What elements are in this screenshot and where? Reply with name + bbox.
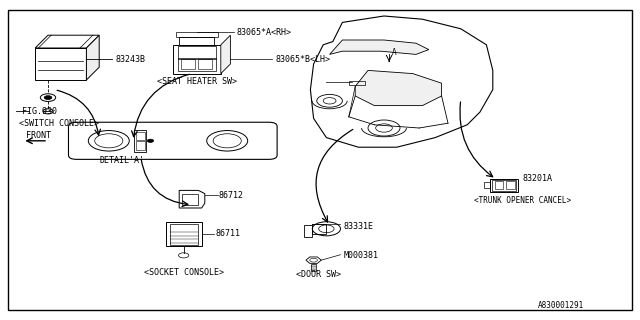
Bar	[198, 60, 212, 69]
Bar	[35, 48, 86, 80]
Bar	[136, 141, 145, 150]
Bar	[495, 181, 503, 189]
Text: DETAIL'A': DETAIL'A'	[99, 156, 144, 165]
Bar	[179, 37, 214, 45]
Bar	[136, 132, 145, 140]
Bar	[492, 180, 516, 191]
Bar	[182, 194, 198, 205]
Circle shape	[147, 139, 154, 142]
Text: <SOCKET CONSOLE>: <SOCKET CONSOLE>	[144, 268, 224, 277]
Bar	[178, 58, 216, 71]
Text: 83065*B<LH>: 83065*B<LH>	[275, 55, 330, 64]
Bar	[181, 60, 195, 69]
Text: 86712: 86712	[219, 191, 244, 200]
Bar	[176, 32, 218, 37]
Bar	[304, 225, 312, 237]
FancyBboxPatch shape	[68, 122, 277, 159]
Bar	[173, 45, 221, 74]
Bar	[349, 81, 365, 85]
Bar	[178, 46, 216, 59]
Text: <SWITCH CONSOLE>: <SWITCH CONSOLE>	[19, 119, 99, 128]
Text: FIG.930: FIG.930	[22, 107, 58, 116]
Text: M000381: M000381	[344, 252, 379, 260]
Text: 83065*A<RH>: 83065*A<RH>	[237, 28, 292, 36]
Bar	[312, 224, 326, 234]
Polygon shape	[330, 40, 429, 54]
Circle shape	[43, 109, 53, 114]
Polygon shape	[179, 190, 205, 208]
Circle shape	[179, 253, 189, 258]
Bar	[170, 224, 198, 245]
Circle shape	[44, 96, 52, 100]
Polygon shape	[355, 70, 442, 106]
Text: <SEAT HEATER SW>: <SEAT HEATER SW>	[157, 77, 237, 86]
Bar	[166, 222, 202, 246]
Bar	[506, 181, 515, 189]
Polygon shape	[86, 35, 99, 80]
Bar	[134, 130, 146, 152]
Bar	[311, 264, 316, 271]
Polygon shape	[306, 257, 321, 263]
Text: FRONT: FRONT	[26, 131, 51, 140]
Bar	[484, 182, 490, 188]
Text: 83331E: 83331E	[344, 222, 374, 231]
Text: <DOOR SW>: <DOOR SW>	[296, 270, 340, 279]
Polygon shape	[310, 16, 493, 147]
Text: 83201A: 83201A	[523, 174, 553, 183]
Text: 83243B: 83243B	[115, 55, 145, 64]
Text: <TRUNK OPENER CANCEL>: <TRUNK OPENER CANCEL>	[474, 196, 571, 204]
Polygon shape	[221, 35, 230, 74]
Bar	[490, 179, 518, 192]
Circle shape	[40, 94, 56, 101]
Text: A830001291: A830001291	[538, 301, 584, 310]
Polygon shape	[35, 35, 99, 48]
Text: 86711: 86711	[216, 229, 241, 238]
Text: A: A	[392, 48, 396, 57]
